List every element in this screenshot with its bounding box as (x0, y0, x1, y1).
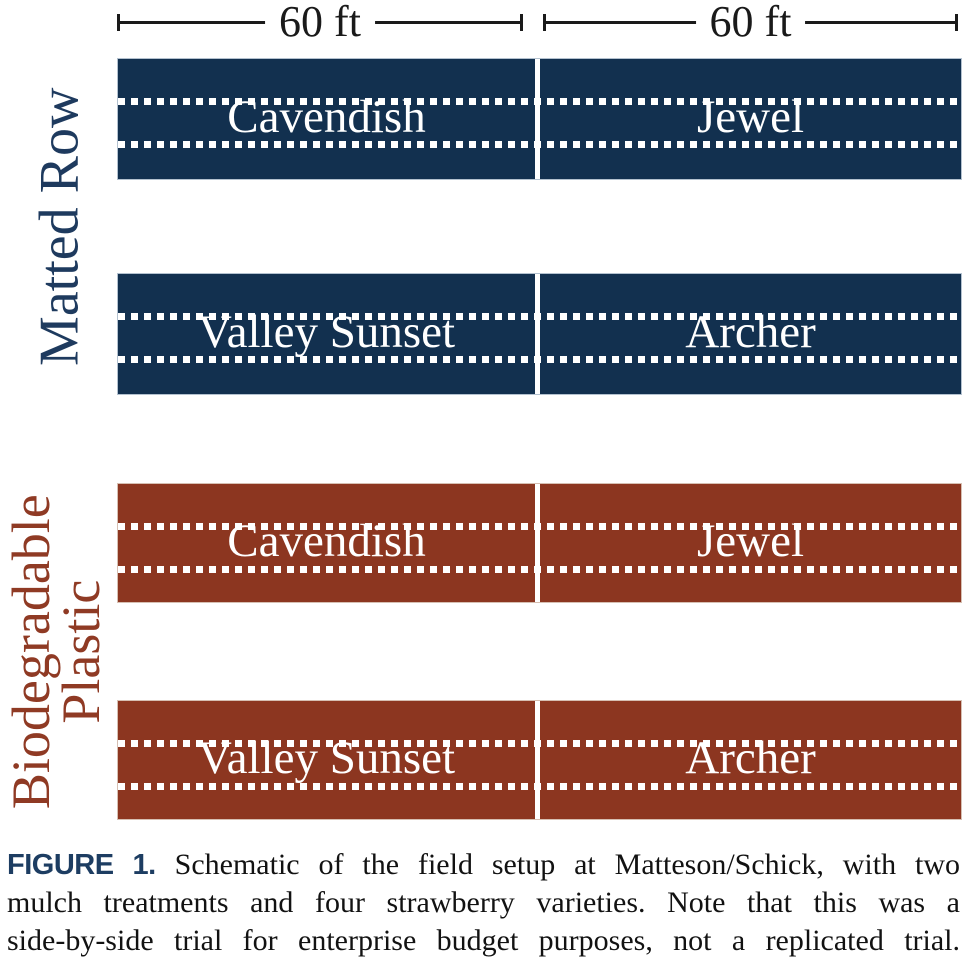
variety-label: Cavendish (227, 90, 426, 143)
plot-cell: Cavendish (118, 59, 535, 179)
plot-cell: Valley Sunset (118, 701, 535, 819)
figure-caption: FIGURE 1. Schematic of the field setup a… (7, 846, 960, 960)
variety-label: Jewel (696, 514, 804, 567)
treatment-label-line2: Plastic (50, 579, 111, 724)
dimension-tick-right (520, 14, 523, 31)
dimension-label-right: 60 ft (695, 0, 806, 45)
caption-line-1: FIGURE 1. Schematic of the field setup a… (7, 846, 960, 884)
treatment-label-matted-row: Matted Row (28, 87, 91, 366)
plot-cell: Cavendish (118, 484, 535, 602)
dimension-tick-left (543, 14, 546, 31)
dimension-right: 60 ft (543, 0, 958, 46)
variety-label: Archer (685, 305, 816, 358)
variety-label: Valley Sunset (197, 305, 456, 358)
variety-label: Archer (685, 731, 816, 784)
variety-label: Jewel (696, 90, 804, 143)
caption-line-3: side-by-side trial for enterprise budget… (7, 924, 960, 957)
plot-cell: Archer (540, 274, 961, 394)
treatment-label-line1: Biodegradable (0, 494, 61, 809)
treatment-label-biodegradable-plastic: Biodegradable Plastic (0, 483, 112, 820)
plot-divider (535, 59, 540, 179)
dimension-label-left: 60 ft (265, 0, 375, 45)
plot-divider (535, 484, 540, 602)
variety-label: Cavendish (227, 514, 426, 567)
plot-divider (535, 701, 540, 819)
plot-cell: Jewel (540, 59, 961, 179)
plot-bar-biodegradable-1: Cavendish Jewel (117, 483, 962, 603)
plot-bar-matted-row-1: Cavendish Jewel (117, 58, 962, 180)
plot-divider (535, 274, 540, 394)
figure-number: FIGURE 1. (7, 849, 156, 881)
dimension-left: 60 ft (117, 0, 523, 46)
dimension-tick-right (955, 14, 958, 31)
caption-text: Schematic of the field setup at Matteson… (174, 848, 960, 881)
plot-cell: Jewel (540, 484, 961, 602)
plot-cell: Archer (540, 701, 961, 819)
dimension-tick-left (117, 14, 120, 31)
plot-cell: Valley Sunset (118, 274, 535, 394)
plot-bar-matted-row-2: Valley Sunset Archer (117, 273, 962, 395)
caption-line-2: mulch treatments and four strawberry var… (7, 886, 960, 919)
variety-label: Valley Sunset (197, 731, 456, 784)
plot-bar-biodegradable-2: Valley Sunset Archer (117, 700, 962, 820)
